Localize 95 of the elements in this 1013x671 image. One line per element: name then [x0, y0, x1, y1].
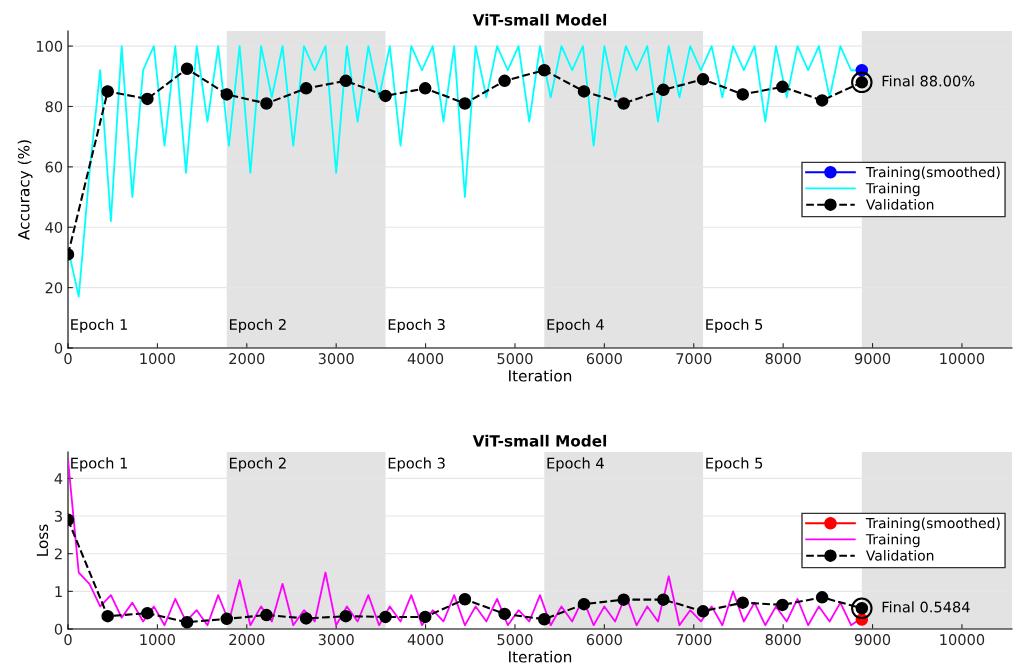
legend-label: Validation — [866, 199, 934, 210]
y-tick-label: 0 — [54, 623, 63, 635]
point — [815, 591, 829, 604]
y-tick-label: 4 — [54, 473, 63, 484]
point — [657, 83, 670, 97]
y-tick-label: 40 — [45, 221, 63, 233]
point — [617, 593, 630, 606]
y-tick-label: 60 — [45, 161, 63, 173]
point — [696, 605, 710, 618]
point — [815, 94, 829, 107]
point — [577, 597, 591, 611]
point — [538, 63, 551, 77]
point — [379, 89, 392, 103]
y-tick-label: 20 — [45, 282, 63, 294]
y-tick-label: 3 — [54, 510, 62, 522]
x-tick-label: 5000 — [497, 353, 533, 365]
legend-label: Training — [865, 182, 920, 197]
x-tick-label: 0 — [64, 353, 72, 365]
chart-title: ViT-small Model — [472, 13, 607, 26]
x-tick-label: 1000 — [140, 353, 175, 365]
point — [498, 607, 511, 621]
point — [458, 592, 472, 606]
x-tick-label: 6000 — [586, 634, 622, 646]
y-tick-label: 80 — [45, 101, 63, 113]
point — [101, 85, 114, 98]
y-tick-label: 100 — [36, 40, 63, 52]
legend-label: Validation — [866, 550, 934, 561]
x-tick-label: 7000 — [676, 353, 712, 365]
annotation: Final 88.00% — [882, 75, 975, 87]
legend-label: Training(smoothed) — [865, 166, 1000, 180]
annotation: Epoch 5 — [706, 318, 763, 333]
x-axis-title: Iteration — [509, 650, 572, 663]
point — [418, 610, 432, 624]
y-axis-title: Loss — [36, 524, 49, 556]
x-tick-label: 8000 — [765, 634, 801, 646]
point — [776, 598, 789, 612]
point — [220, 88, 234, 101]
point — [538, 612, 551, 626]
annotation: Epoch 3 — [388, 457, 445, 472]
point — [260, 608, 273, 622]
point — [418, 82, 432, 95]
annotation: Epoch 4 — [547, 457, 604, 472]
x-tick-label: 8000 — [765, 353, 801, 365]
point — [260, 97, 273, 110]
x-tick-label: 9000 — [854, 634, 891, 646]
x-tick-label: 3000 — [318, 353, 354, 365]
chart-title: ViT-small Model — [472, 434, 607, 447]
point — [498, 74, 511, 88]
x-tick-label: 10000 — [940, 353, 985, 365]
point — [180, 62, 194, 75]
point — [617, 97, 630, 110]
y-tick-label: 1 — [55, 586, 62, 597]
x-tick-label: 1000 — [140, 634, 175, 646]
annotation: Epoch 2 — [229, 318, 286, 333]
point — [220, 612, 234, 626]
point — [696, 73, 710, 86]
point — [736, 596, 749, 609]
x-tick-label: 7000 — [676, 634, 712, 646]
point — [339, 609, 353, 623]
annotation: Epoch 3 — [388, 318, 445, 333]
point — [577, 85, 591, 98]
annotation: Epoch 1 — [71, 457, 128, 472]
x-tick-label: 4000 — [407, 634, 444, 646]
point — [379, 610, 392, 624]
x-tick-label: 10000 — [940, 634, 985, 646]
x-tick-label: 2000 — [229, 353, 265, 365]
point — [657, 593, 670, 606]
point — [458, 97, 472, 110]
point — [776, 80, 789, 94]
x-tick-label: 5000 — [497, 634, 533, 646]
x-tick-label: 3000 — [318, 634, 354, 646]
point — [141, 92, 154, 106]
annotation: Epoch 5 — [706, 457, 763, 472]
x-tick-label: 4000 — [407, 353, 444, 365]
y-tick-label: 2 — [54, 548, 62, 560]
x-tick-label: 2000 — [229, 634, 265, 646]
point — [299, 82, 313, 95]
point — [299, 612, 313, 625]
annotation: Epoch 1 — [71, 318, 128, 333]
y-tick-label: 0 — [54, 342, 63, 354]
x-tick-label: 0 — [64, 634, 72, 646]
point — [101, 609, 114, 623]
x-axis-title: Iteration — [509, 369, 572, 382]
annotation: Final 0.5484 — [882, 601, 970, 613]
x-tick-label: 9000 — [854, 353, 891, 365]
y-axis-title: Accuracy (%) — [17, 140, 33, 240]
point — [180, 615, 194, 629]
annotation: Epoch 2 — [229, 457, 286, 472]
point — [339, 74, 353, 88]
point — [736, 88, 749, 101]
x-tick-label: 6000 — [586, 353, 622, 365]
point — [141, 606, 154, 620]
legend-label: Training — [865, 533, 920, 548]
legend-label: Training(smoothed) — [865, 517, 1000, 531]
annotation: Epoch 4 — [547, 318, 604, 333]
